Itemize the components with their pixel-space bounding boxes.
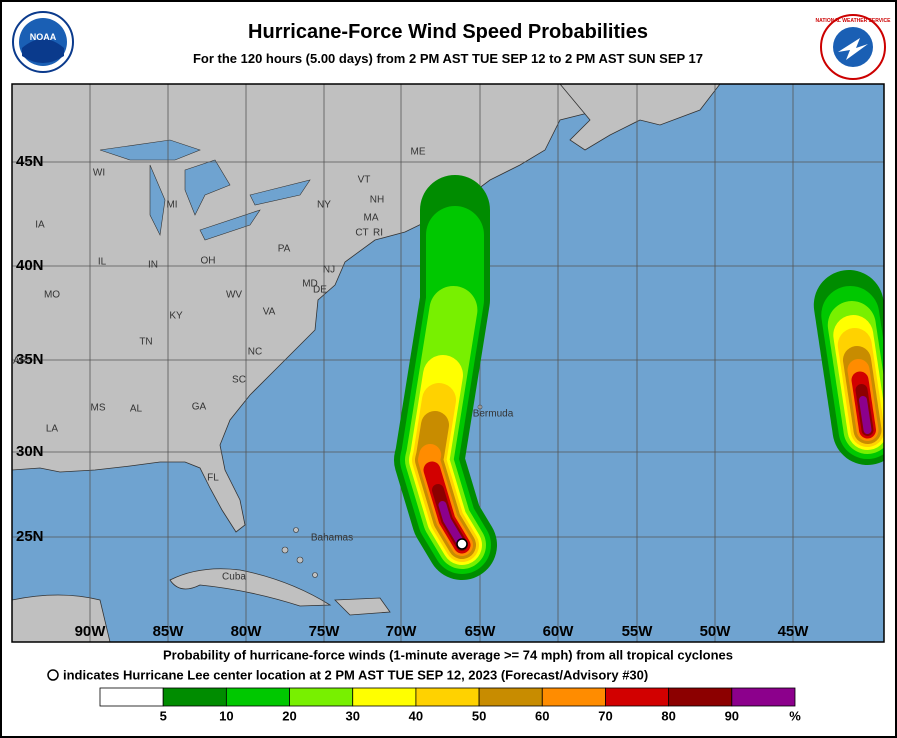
land <box>12 568 391 642</box>
place-label: DE <box>313 285 327 296</box>
place-label: LA <box>46 424 59 435</box>
lat-label: 40N <box>16 257 44 274</box>
legend-tick-label: 90 <box>725 708 739 723</box>
lon-label: 70W <box>386 623 418 640</box>
legend-tick-label: 70 <box>598 708 612 723</box>
place-label: KY <box>169 311 183 322</box>
lat-label: 25N <box>16 528 44 545</box>
place-label: NY <box>317 200 331 211</box>
place-label: MD <box>302 279 318 290</box>
place-label: OH <box>201 256 216 267</box>
islands <box>281 404 483 578</box>
place-label: NC <box>248 347 262 358</box>
lat-label: 45N <box>16 153 44 170</box>
lon-label: 50W <box>700 623 732 640</box>
footer-line: indicates Hurricane Lee center location … <box>63 667 648 682</box>
place-label: MI <box>166 200 177 211</box>
legend-swatch <box>99 687 164 707</box>
footer-line: Probability of hurricane-force winds (1-… <box>163 647 733 662</box>
title: Hurricane-Force Wind Speed Probabilities <box>248 21 648 43</box>
legend-swatch <box>668 687 733 707</box>
legend-swatch <box>478 687 543 707</box>
place-label: RI <box>373 228 383 239</box>
place-label: NJ <box>323 265 335 276</box>
probability-band <box>438 501 466 549</box>
logo-text: NOAA <box>30 32 57 42</box>
place-label: FL <box>207 473 219 484</box>
place-label: MA <box>364 213 379 224</box>
legend-tick-label: 20 <box>282 708 296 723</box>
place-label: WV <box>226 290 242 301</box>
lon-label: 60W <box>543 623 575 640</box>
map: 45N 40N 35N 30N 25N 90W 85W 80W 75W 70W 65W 60W 55W 5… <box>12 84 884 642</box>
logo-text: NATIONAL WEATHER SERVICE <box>816 18 892 24</box>
place-label: AR <box>13 356 27 367</box>
place-label: Bahamas <box>311 533 353 544</box>
legend-swatch <box>731 687 796 707</box>
legend-tick-label: 30 <box>345 708 359 723</box>
place-label: TN <box>139 337 152 348</box>
legend-tick-label: 80 <box>661 708 675 723</box>
map-border <box>11 83 885 643</box>
place-label: VT <box>358 175 371 186</box>
legend-tick-label: 10 <box>219 708 233 723</box>
place-label: CT <box>355 228 368 239</box>
lon-label: 65W <box>465 623 497 640</box>
place-label: NH <box>370 195 384 206</box>
place-label: WI <box>93 168 105 179</box>
legend-swatch <box>352 687 417 707</box>
legend-tick-label: 40 <box>409 708 423 723</box>
land <box>559 84 721 151</box>
lon-label: 75W <box>309 623 341 640</box>
legend-swatch <box>605 687 670 707</box>
legend-swatch <box>541 687 606 707</box>
lat-label: 30N <box>16 443 44 460</box>
place-label: IA <box>35 220 45 231</box>
legend-unit: % <box>789 708 801 723</box>
storm-center <box>456 538 468 550</box>
place-label: Bermuda <box>473 409 514 420</box>
legend-swatch <box>289 687 354 707</box>
place-label: GA <box>192 402 207 413</box>
place-label: ME <box>411 147 426 158</box>
legend-swatch <box>162 687 227 707</box>
legend-swatch <box>225 687 290 707</box>
probability-band <box>859 396 872 434</box>
subtitle: For the 120 hours (5.00 days) from 2 PM … <box>193 51 703 66</box>
storm-center-symbol <box>47 669 59 681</box>
lon-label: 55W <box>622 623 654 640</box>
legend-tick-label: 60 <box>535 708 549 723</box>
lon-label: 90W <box>75 623 107 640</box>
place-label: IL <box>98 257 107 268</box>
legend-swatch <box>415 687 480 707</box>
place-label: MO <box>44 290 60 301</box>
place-label: AL <box>130 404 143 415</box>
place-label: IN <box>148 260 158 271</box>
legend-tick-label: 50 <box>472 708 486 723</box>
place-label: MS <box>91 403 106 414</box>
legend-tick-label: 5 <box>160 708 167 723</box>
place-label: VA <box>263 307 276 318</box>
place-label: Cuba <box>222 572 246 583</box>
place-label: SC <box>232 375 246 386</box>
place-label: PA <box>278 244 291 255</box>
nws-logo: NATIONAL WEATHER SERVICE <box>816 14 892 80</box>
lake <box>99 139 311 241</box>
lon-label: 45W <box>778 623 810 640</box>
lat-label: 35N <box>16 351 44 368</box>
lon-label: 80W <box>231 623 263 640</box>
lon-label: 85W <box>153 623 185 640</box>
noaa-logo: NOAA <box>12 11 74 73</box>
